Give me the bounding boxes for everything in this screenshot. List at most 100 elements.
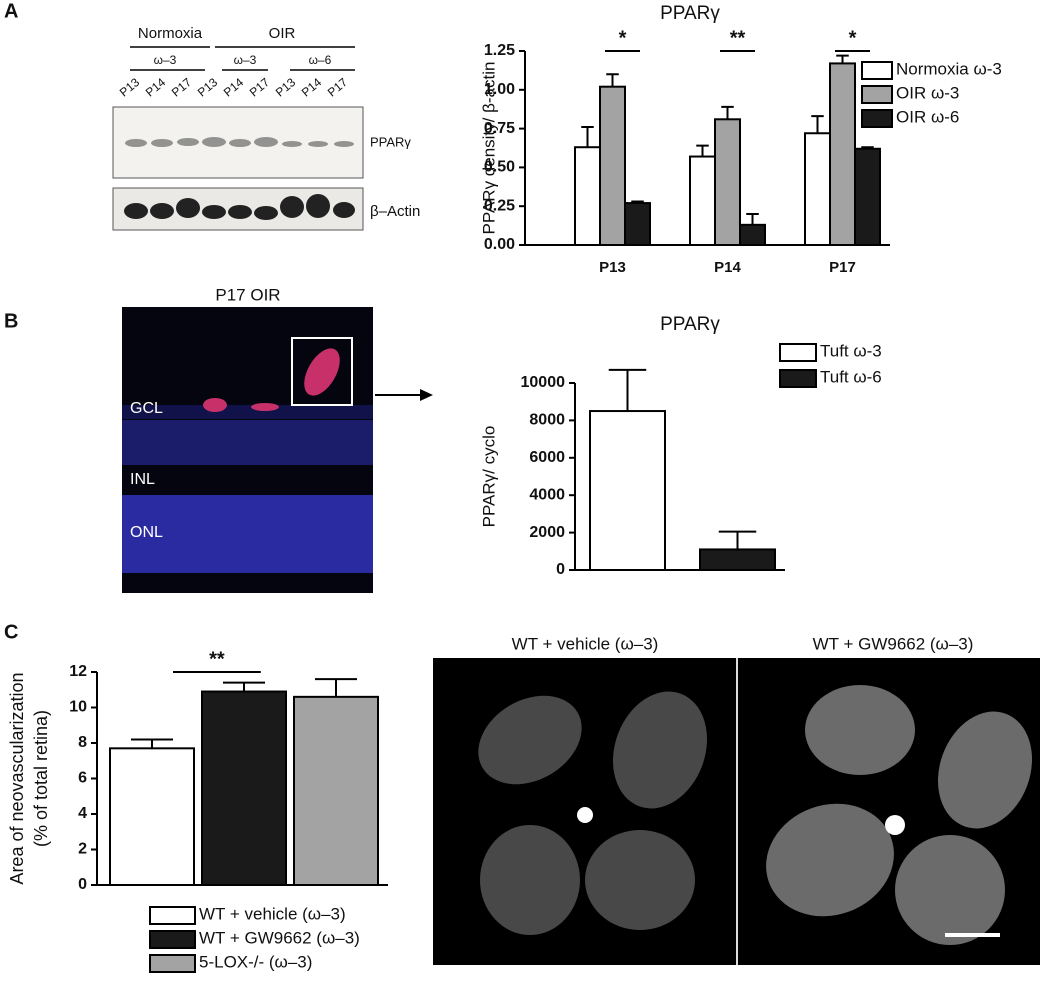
legend-swatch xyxy=(149,906,196,925)
flatmount-title: WT + GW9662 (ω–3) xyxy=(813,634,974,653)
bar xyxy=(829,62,856,246)
blot-diet: ω–3 xyxy=(154,53,177,67)
significance-label: * xyxy=(849,27,857,49)
legend-label: OIR ω-3 xyxy=(896,83,959,102)
y-tick-label: 0 xyxy=(78,876,87,893)
y-tick-label: 12 xyxy=(69,663,87,680)
chart-title: PPARγ xyxy=(660,3,720,24)
error-bar xyxy=(721,105,734,120)
y-tick-label: 0.25 xyxy=(484,197,515,214)
optic-nerve xyxy=(577,807,593,823)
flatmount-title: WT + vehicle (ω–3) xyxy=(512,634,659,653)
blot-bands xyxy=(125,137,354,147)
y-tick-label: 6000 xyxy=(529,449,565,466)
y-axis-label: Area of neovascularization xyxy=(7,672,27,884)
bar xyxy=(293,695,379,886)
legend-swatch xyxy=(861,85,893,104)
y-tick-label: 0.75 xyxy=(484,120,515,137)
y-axis-label: (% of total retina) xyxy=(31,710,51,847)
significance-label: ** xyxy=(209,648,225,670)
bar xyxy=(624,202,651,246)
y-tick-label: 0.00 xyxy=(484,236,515,253)
chart-title: PPARγ xyxy=(660,314,720,335)
lane-label: P17 xyxy=(169,75,195,100)
significance-label: ** xyxy=(730,27,746,49)
legend-swatch xyxy=(149,954,196,973)
error-bar xyxy=(606,73,619,87)
blot-group: Normoxia xyxy=(138,25,203,42)
bar xyxy=(804,132,831,246)
lane-label: P17 xyxy=(247,75,273,100)
lane-label: P13 xyxy=(117,75,143,100)
lane-label: P14 xyxy=(143,75,169,100)
micrograph-layer xyxy=(122,495,373,573)
blot-diet: ω–3 xyxy=(234,53,257,67)
legend-label: Normoxia ω-3 xyxy=(896,59,1002,78)
layer-label: GCL xyxy=(130,400,163,417)
legend-swatch xyxy=(779,369,817,388)
legend-label: Tuft ω-3 xyxy=(820,341,882,360)
bar xyxy=(854,147,881,246)
tufts xyxy=(203,348,340,412)
blot-brackets xyxy=(130,46,355,71)
legend-label: WT + vehicle (ω–3) xyxy=(199,904,346,923)
y-tick-label: 10000 xyxy=(521,374,566,391)
error-bar xyxy=(696,144,709,157)
legend-label: OIR ω-6 xyxy=(896,107,959,126)
y-tick-label: 2000 xyxy=(529,524,565,541)
micrograph-title: P17 OIR xyxy=(215,285,280,304)
y-tick-label: 8 xyxy=(78,734,87,751)
panel-label: B xyxy=(4,310,18,332)
y-tick-label: 1.25 xyxy=(484,42,515,59)
error-bar xyxy=(131,738,173,749)
retina xyxy=(766,685,1033,945)
error-bar xyxy=(811,115,824,134)
legend-swatch xyxy=(861,61,893,80)
error-bar xyxy=(581,126,594,148)
lane-label: P14 xyxy=(221,75,247,100)
panel-label: A xyxy=(4,0,18,22)
error-bar xyxy=(718,530,757,550)
micrograph-layer xyxy=(122,420,373,465)
y-tick-label: 6 xyxy=(78,770,87,787)
x-tick-label: P17 xyxy=(829,259,856,276)
y-tick-label: 10 xyxy=(69,699,87,716)
y-tick-label: 4 xyxy=(78,805,87,822)
blot-group: OIR xyxy=(269,25,296,42)
error-bar xyxy=(631,200,644,204)
error-bar xyxy=(608,368,647,412)
layer-label: INL xyxy=(130,471,155,488)
lane-label: P13 xyxy=(273,75,299,100)
error-bar xyxy=(861,146,874,149)
bar xyxy=(109,747,195,887)
bar xyxy=(574,146,601,246)
legend-swatch xyxy=(149,930,196,949)
error-bar xyxy=(315,678,357,697)
legend-swatch xyxy=(779,343,817,362)
error-bar xyxy=(223,681,265,692)
y-tick-label: 8000 xyxy=(529,412,565,429)
legend-label: Tuft ω-6 xyxy=(820,367,882,386)
lane-label: P14 xyxy=(299,75,325,100)
legend-label: 5-LOX-/- (ω–3) xyxy=(199,952,312,971)
y-tick-label: 2 xyxy=(78,841,87,858)
y-tick-label: 0 xyxy=(556,561,565,578)
bar xyxy=(714,118,741,246)
bar xyxy=(201,690,287,887)
y-tick-label: 0.50 xyxy=(484,159,515,176)
bar xyxy=(599,85,626,246)
layer-label: ONL xyxy=(130,524,163,541)
blot-diet: ω–6 xyxy=(309,53,332,67)
arrow-head xyxy=(420,389,433,401)
bar xyxy=(689,155,716,246)
y-axis-label: PPARγ density/ β-actin xyxy=(479,62,498,235)
y-axis-label: PPARγ/ cyclo xyxy=(479,426,498,528)
optic-nerve xyxy=(885,815,905,835)
micrograph-layer xyxy=(122,405,373,419)
bar xyxy=(739,223,766,247)
lane-label: P17 xyxy=(325,75,351,100)
bar xyxy=(699,548,776,571)
lane-label: P13 xyxy=(195,75,221,100)
significance-label: * xyxy=(619,27,627,49)
